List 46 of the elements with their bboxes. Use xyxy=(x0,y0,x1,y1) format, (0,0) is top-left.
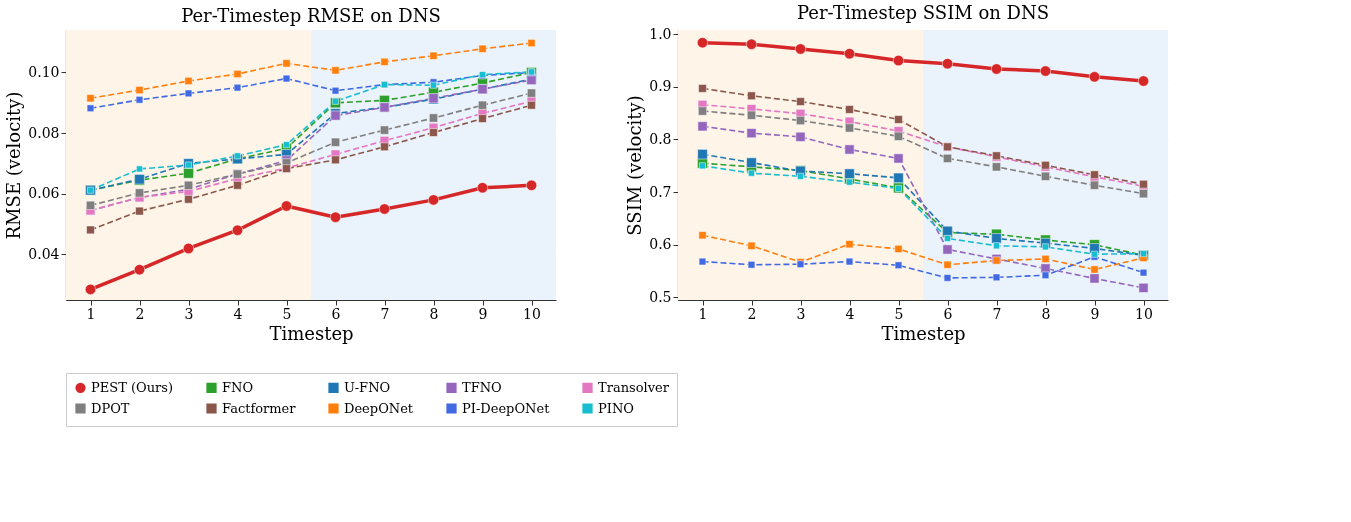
y-tick-label: 0.10 xyxy=(28,63,60,80)
legend-label: Transolver xyxy=(598,379,670,395)
legend-label: PINO xyxy=(598,400,634,416)
legend-label: PEST (Ours) xyxy=(91,379,174,395)
x-tick-label: 7 xyxy=(992,305,1002,322)
legend-label: FNO xyxy=(222,379,254,395)
x-tick-label: 2 xyxy=(135,305,145,322)
x-tick-label: 9 xyxy=(1090,305,1100,322)
x-tick-label: 1 xyxy=(86,305,96,322)
x-tick-label: 5 xyxy=(894,305,904,322)
x-tick-label: 8 xyxy=(1041,305,1051,322)
chart-title: Per-Timestep SSIM on DNS xyxy=(796,2,1050,24)
x-tick-label: 9 xyxy=(478,305,488,322)
x-tick-label: 8 xyxy=(429,305,439,322)
legend-label: TFNO xyxy=(462,379,502,395)
x-tick-label: 4 xyxy=(845,305,855,322)
legend-label: U-FNO xyxy=(344,379,391,395)
y-tick-label: 0.06 xyxy=(28,185,60,202)
x-tick-label: 10 xyxy=(523,305,541,322)
x-tick-label: 1 xyxy=(698,305,708,322)
x-tick-label: 10 xyxy=(1135,305,1153,322)
x-tick-label: 2 xyxy=(747,305,757,322)
y-axis-title: RMSE (velocity) xyxy=(3,91,25,240)
x-tick-label: 7 xyxy=(380,305,390,322)
y-tick-label: 0.7 xyxy=(649,183,672,200)
y-axis-title: SSIM (velocity) xyxy=(624,95,646,236)
x-tick-label: 6 xyxy=(943,305,953,322)
legend-label: Factformer xyxy=(222,400,297,416)
x-tick-label: 3 xyxy=(796,305,806,322)
y-tick-label: 0.6 xyxy=(649,236,672,253)
x-tick-label: 3 xyxy=(184,305,194,322)
x-tick-label: 4 xyxy=(233,305,243,322)
chart-title: Per-Timestep RMSE on DNS xyxy=(181,5,441,26)
y-tick-label: 0.04 xyxy=(28,245,60,262)
x-tick-label: 5 xyxy=(282,305,292,322)
legend-label: DeepONet xyxy=(344,400,414,416)
y-tick-label: 1.0 xyxy=(649,25,672,42)
y-tick-label: 0.8 xyxy=(649,130,672,147)
legend-label: DPOT xyxy=(91,400,130,416)
y-tick-label: 0.9 xyxy=(649,78,672,95)
y-tick-label: 0.08 xyxy=(28,124,60,141)
x-axis-title: Timestep xyxy=(269,322,354,344)
x-tick-label: 6 xyxy=(331,305,341,322)
y-tick-label: 0.5 xyxy=(649,288,672,305)
legend-label: PI-DeepONet xyxy=(462,400,551,416)
x-axis-title: Timestep xyxy=(881,322,966,344)
